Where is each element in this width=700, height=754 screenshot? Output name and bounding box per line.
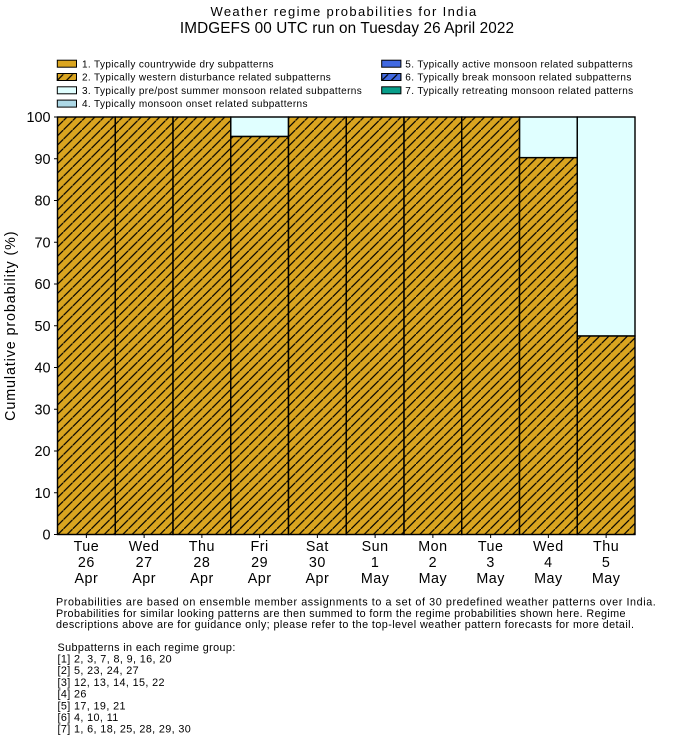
svg-text:Probabilities for similar look: Probabilities for similar looking patter… (56, 608, 626, 620)
svg-text:Probabilities are based on ens: Probabilities are based on ensemble memb… (56, 597, 656, 609)
svg-text:0: 0 (42, 528, 50, 544)
svg-text:IMDGEFS 00 UTC run on Tuesday: IMDGEFS 00 UTC run on Tuesday 26 April 2… (180, 20, 514, 37)
svg-text:6. Typically break monsoon rel: 6. Typically break monsoon related subpa… (405, 73, 631, 84)
svg-text:2. Typically western disturban: 2. Typically western disturbance related… (82, 73, 331, 84)
svg-text:90: 90 (34, 152, 50, 168)
svg-text:[2] 5, 23, 24, 27: [2] 5, 23, 24, 27 (58, 665, 140, 677)
svg-text:70: 70 (34, 235, 50, 251)
svg-text:100: 100 (26, 110, 50, 126)
svg-text:descriptions above are for gui: descriptions above are for guidance only… (56, 619, 634, 631)
svg-text:[3] 12, 13, 14, 15, 22: [3] 12, 13, 14, 15, 22 (58, 677, 165, 689)
svg-text:7. Typically retreating monsoo: 7. Typically retreating monsoon related … (405, 86, 633, 97)
svg-text:Cumulative probability (%): Cumulative probability (%) (3, 231, 19, 421)
svg-text:[6] 4, 10, 11: [6] 4, 10, 11 (58, 712, 119, 724)
svg-text:5. Typically active monsoon re: 5. Typically active monsoon related subp… (405, 59, 633, 70)
svg-text:50: 50 (34, 319, 50, 335)
svg-text:80: 80 (34, 194, 50, 210)
svg-text:4. Typically monsoon onset rel: 4. Typically monsoon onset related subpa… (82, 99, 308, 110)
svg-text:1. Typically countrywide dry s: 1. Typically countrywide dry subpatterns (82, 59, 274, 70)
svg-text:3. Typically pre/post summer m: 3. Typically pre/post summer monsoon rel… (82, 86, 362, 97)
svg-text:Weather regime probabilities f: Weather regime probabilities for India (210, 4, 477, 19)
svg-text:[5] 17, 19, 21: [5] 17, 19, 21 (58, 700, 126, 712)
svg-text:[7] 1, 6, 18, 25, 28, 29, 30: [7] 1, 6, 18, 25, 28, 29, 30 (58, 724, 192, 736)
svg-text:20: 20 (34, 444, 50, 460)
svg-text:30: 30 (34, 402, 50, 418)
svg-text:[4] 26: [4] 26 (58, 689, 87, 701)
svg-text:60: 60 (34, 277, 50, 293)
svg-text:Subpatterns in each regime gro: Subpatterns in each regime group: (58, 642, 236, 654)
svg-text:10: 10 (34, 486, 50, 502)
svg-text:40: 40 (34, 361, 50, 377)
svg-text:[1] 2, 3, 7, 8, 9, 16, 20: [1] 2, 3, 7, 8, 9, 16, 20 (58, 654, 173, 666)
